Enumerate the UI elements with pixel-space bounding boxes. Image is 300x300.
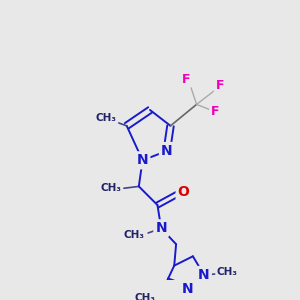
Text: F: F <box>211 105 220 118</box>
Text: F: F <box>182 73 190 86</box>
Text: CH₃: CH₃ <box>135 293 156 300</box>
Text: N: N <box>182 282 193 296</box>
Text: O: O <box>178 185 190 199</box>
Text: N: N <box>161 144 172 158</box>
Text: F: F <box>216 79 224 92</box>
Text: CH₃: CH₃ <box>96 113 117 123</box>
Text: CH₃: CH₃ <box>124 230 145 240</box>
Text: N: N <box>137 153 148 167</box>
Text: CH₃: CH₃ <box>100 183 122 193</box>
Text: N: N <box>198 268 210 282</box>
Text: N: N <box>155 221 167 235</box>
Text: CH₃: CH₃ <box>217 267 238 277</box>
